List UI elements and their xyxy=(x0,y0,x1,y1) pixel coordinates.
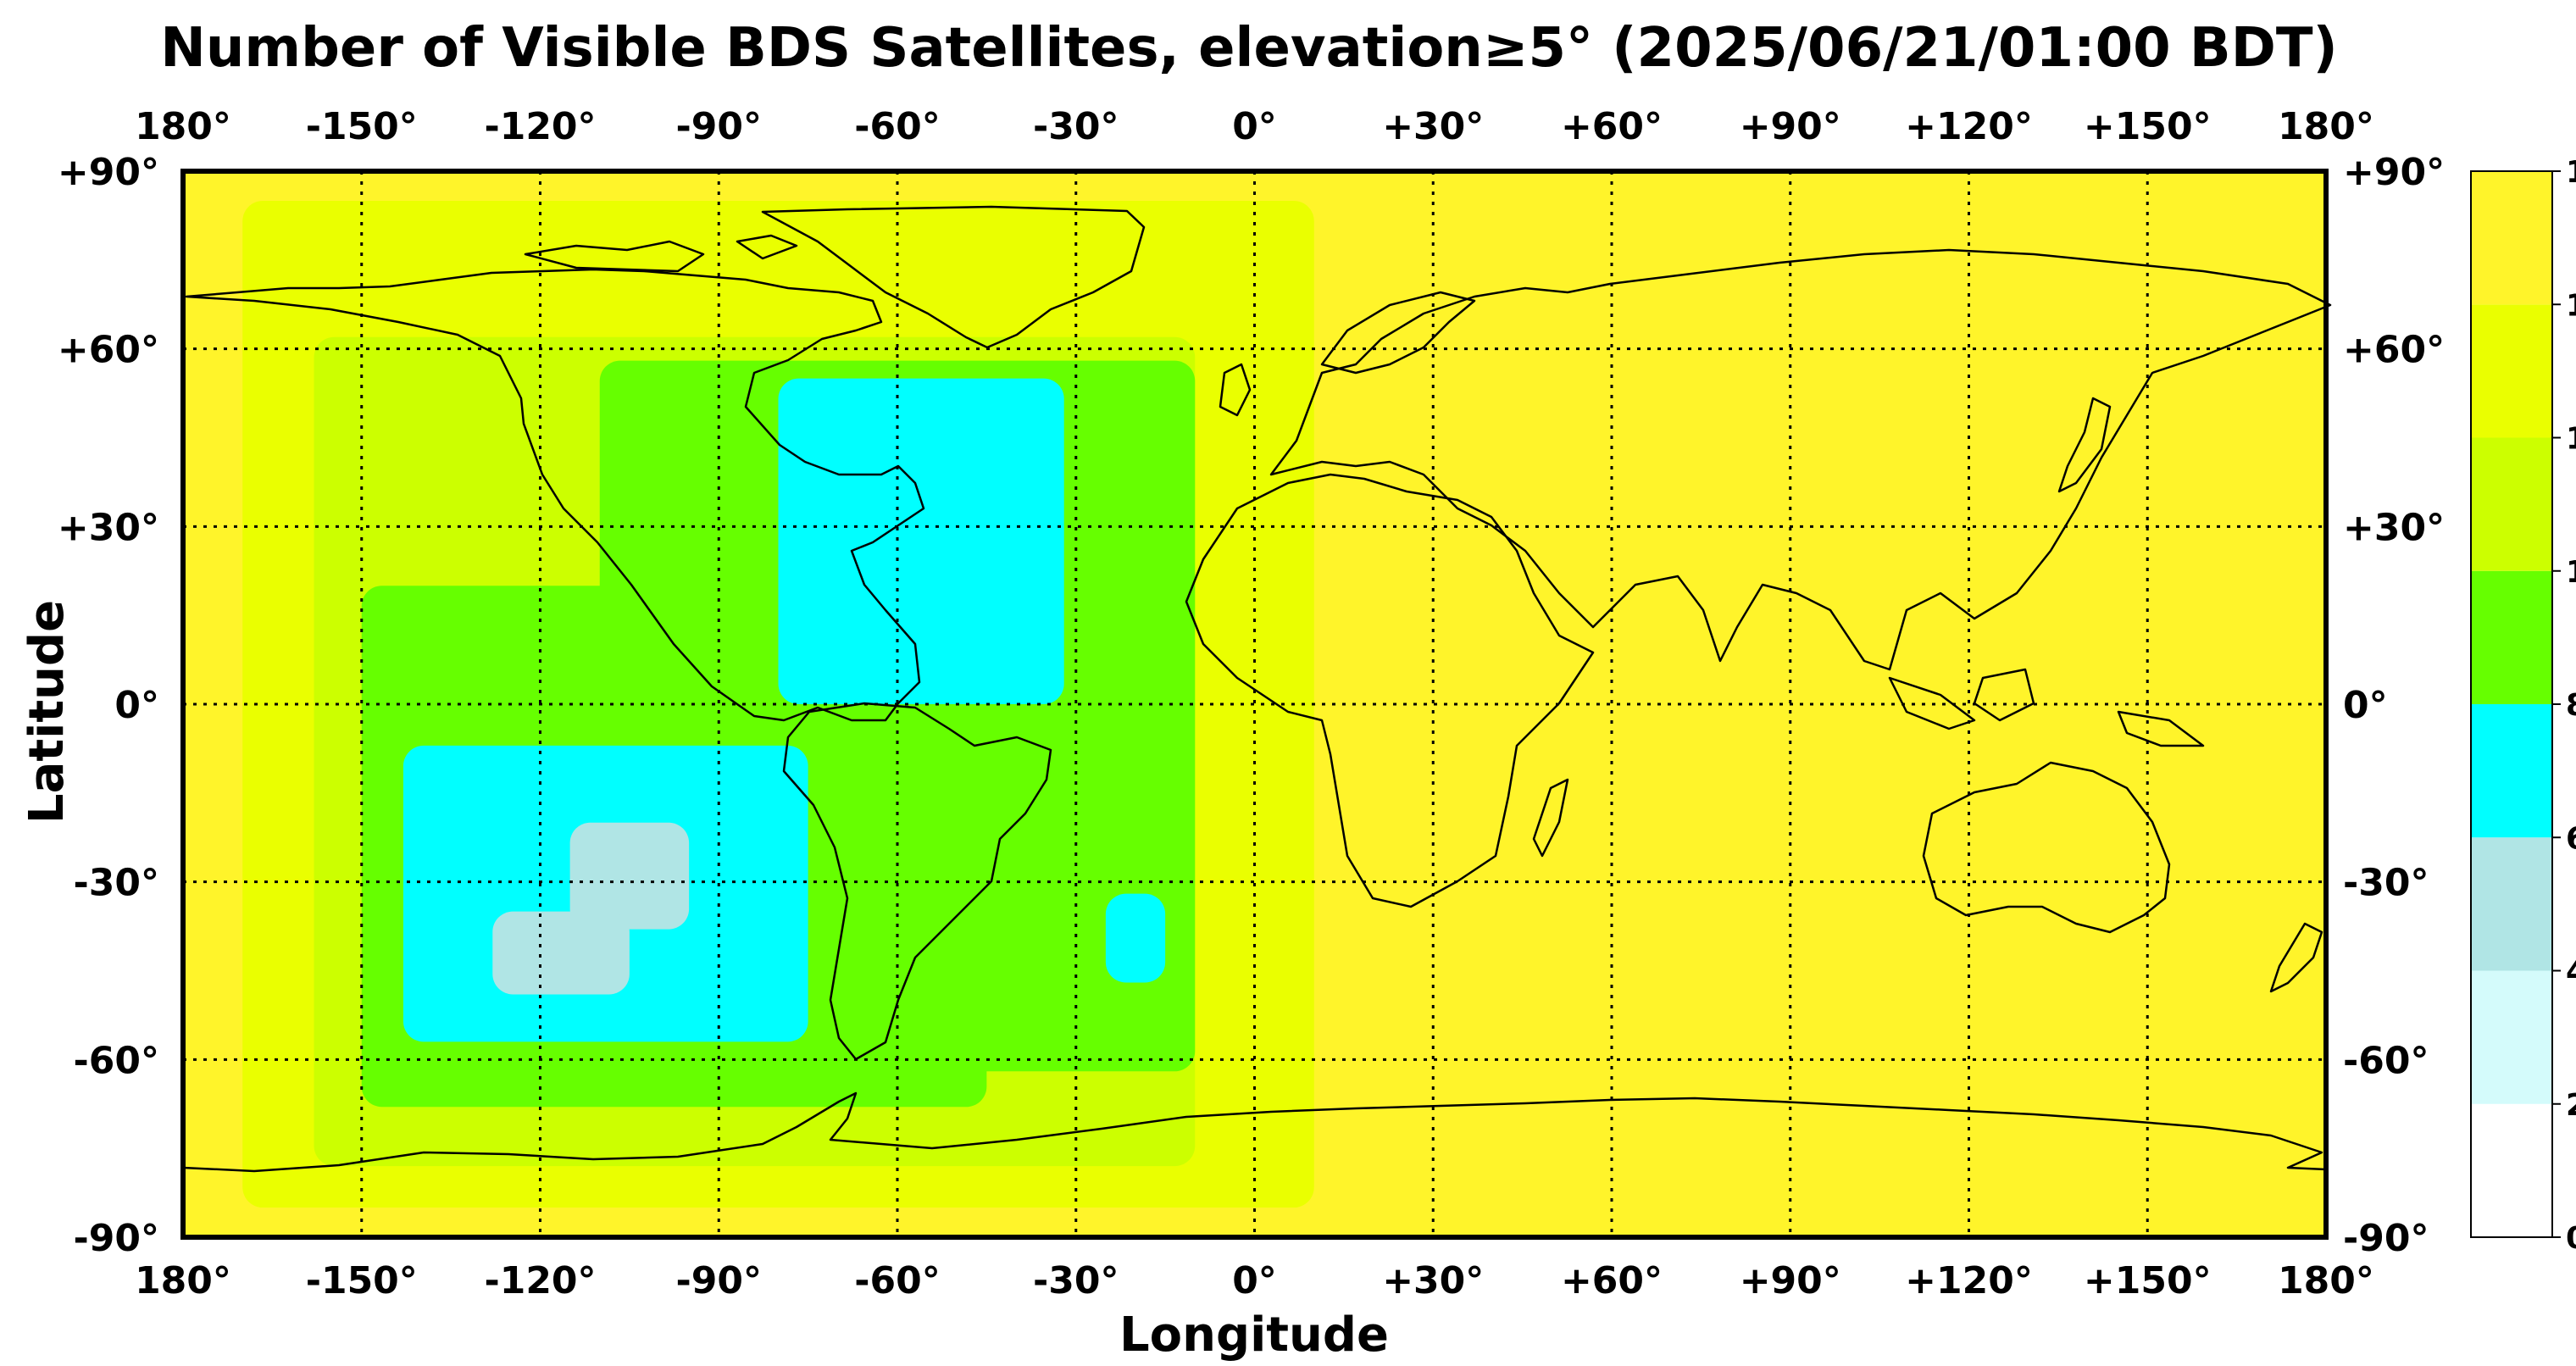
x-tick-label-top: +90° xyxy=(1740,105,1841,148)
colorbar-tick-label: 0 xyxy=(2566,1221,2576,1256)
x-tick-label-top: +120° xyxy=(1905,105,2033,148)
coastline-africa xyxy=(1185,473,1595,908)
x-tick-label-top: +60° xyxy=(1561,105,1663,148)
x-tick-label-bottom: -60° xyxy=(854,1259,941,1302)
coastline-new-zealand xyxy=(2269,922,2323,993)
colorbar-segment xyxy=(2471,1103,2552,1237)
x-axis-label: Longitude xyxy=(1119,1308,1389,1363)
x-tick-label-top: +150° xyxy=(2084,105,2212,148)
colorbar-segment xyxy=(2471,304,2552,438)
x-tick-label-bottom: +60° xyxy=(1561,1259,1663,1302)
coastline-south-america xyxy=(782,702,1052,1061)
coastline-japan xyxy=(2057,397,2112,493)
y-tick-label-right: +90° xyxy=(2343,151,2445,194)
y-axis-label: Latitude xyxy=(19,600,75,824)
x-tick-label-top: -90° xyxy=(676,105,763,148)
y-tick-label-right: -60° xyxy=(2343,1039,2429,1082)
y-tick-label-left: -90° xyxy=(74,1217,160,1260)
y-tick-label-left: -30° xyxy=(74,862,160,905)
coastlines xyxy=(182,205,2332,1173)
coastline-north-america xyxy=(185,268,925,722)
y-tick-label-left: +30° xyxy=(58,506,159,549)
plot-frame xyxy=(180,169,2329,1240)
colorbar-segment xyxy=(2471,970,2552,1104)
colorbar-segment xyxy=(2471,171,2552,305)
coastline-australia xyxy=(1922,761,2171,934)
x-tick-label-top: -150° xyxy=(306,105,418,148)
heatmap-region xyxy=(778,378,1064,704)
y-tick-labels-left: +90° +60° +30° 0° -30° -60° -90° xyxy=(58,151,159,1260)
y-tick-labels-right: +90° +60° +30° 0° -30° -60° -90° xyxy=(2343,151,2445,1260)
x-tick-label-bottom: -150° xyxy=(306,1259,418,1302)
x-tick-label-top: 180° xyxy=(2278,105,2374,148)
x-tick-label-bottom: 180° xyxy=(2278,1259,2374,1302)
y-tick-label-right: 0° xyxy=(2343,684,2388,727)
chart-title: Number of Visible BDS Satellites, elevat… xyxy=(160,17,2337,80)
x-tick-label-top: 180° xyxy=(135,105,231,148)
y-tick-label-left: -60° xyxy=(74,1039,160,1082)
x-tick-label-bottom: +30° xyxy=(1382,1259,1484,1302)
colorbar-segment xyxy=(2471,704,2552,838)
colorbar-tick-label: 10 xyxy=(2566,555,2576,590)
y-tick-label-right: -30° xyxy=(2343,862,2429,905)
coastline-british-isles xyxy=(1219,363,1252,417)
colorbar-tick-label: 14 xyxy=(2566,288,2576,323)
colorbar-tick-label: 16 xyxy=(2566,155,2576,190)
coastline-madagascar xyxy=(1532,778,1569,858)
y-tick-label-right: +30° xyxy=(2343,506,2445,549)
x-tick-label-top: -60° xyxy=(854,105,941,148)
y-tick-label-left: +60° xyxy=(58,329,159,372)
colorbar-tick-label: 8 xyxy=(2566,688,2576,723)
x-tick-label-top: 0° xyxy=(1232,105,1277,148)
heatmap-region xyxy=(1105,893,1166,983)
x-tick-label-top: +30° xyxy=(1382,105,1484,148)
y-tick-label-right: +60° xyxy=(2343,329,2445,372)
x-tick-labels-bottom: 180° -150° -120° -90° -60° -30° 0° +30° +60° +90°… xyxy=(135,1259,2374,1302)
coastline-antarctica xyxy=(182,1091,2327,1173)
coastline-scandinavia xyxy=(1320,291,1476,375)
x-tick-label-bottom: +150° xyxy=(2084,1259,2212,1302)
x-tick-label-bottom: -30° xyxy=(1033,1259,1119,1302)
colorbar xyxy=(2470,170,2553,1238)
colorbar-tick-labels: 0 2 4 6 8 10 12 14 16 xyxy=(2552,155,2576,1256)
colorbar-tick-label: 6 xyxy=(2566,821,2576,856)
y-tick-label-right: -90° xyxy=(2343,1217,2429,1260)
colorbar-segment xyxy=(2471,437,2552,571)
coastline-arctic-islands xyxy=(524,234,798,273)
heatmap-region xyxy=(492,911,630,995)
x-tick-label-bottom: +120° xyxy=(1905,1259,2033,1302)
y-tick-label-left: 0° xyxy=(114,684,159,727)
y-tick-label-left: +90° xyxy=(58,151,159,194)
x-tick-labels-top: 180° -150° -120° -90° -60° -30° 0° +30° +60° +90°… xyxy=(135,105,2374,148)
x-tick-label-bottom: -120° xyxy=(484,1259,596,1302)
heatmap-layer xyxy=(183,171,2326,1237)
x-tick-label-top: -30° xyxy=(1033,105,1119,148)
colorbar-tick-label: 4 xyxy=(2566,955,2576,990)
colorbar-segment xyxy=(2471,837,2552,971)
x-tick-label-bottom: 0° xyxy=(1232,1259,1277,1302)
coastline-greenland xyxy=(761,205,1146,349)
gridlines xyxy=(183,171,2326,1237)
heatmap-region xyxy=(569,822,690,930)
coastline-southeast-asia-islands xyxy=(1888,668,2205,747)
colorbar-tick-label: 2 xyxy=(2566,1088,2576,1123)
x-tick-label-bottom: +90° xyxy=(1740,1259,1841,1302)
colorbar-segment xyxy=(2471,570,2552,704)
x-tick-label-bottom: -90° xyxy=(676,1259,763,1302)
x-tick-label-top: -120° xyxy=(484,105,596,148)
colorbar-tick-label: 12 xyxy=(2566,422,2576,457)
coastline-eurasia xyxy=(1269,248,2332,671)
x-tick-label-bottom: 180° xyxy=(135,1259,231,1302)
